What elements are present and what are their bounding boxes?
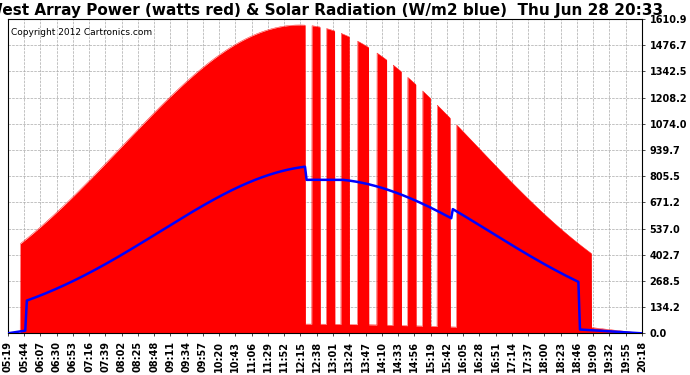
Title: West Array Power (watts red) & Solar Radiation (W/m2 blue)  Thu Jun 28 20:33: West Array Power (watts red) & Solar Rad… [0,3,663,18]
Text: Copyright 2012 Cartronics.com: Copyright 2012 Cartronics.com [11,28,152,38]
